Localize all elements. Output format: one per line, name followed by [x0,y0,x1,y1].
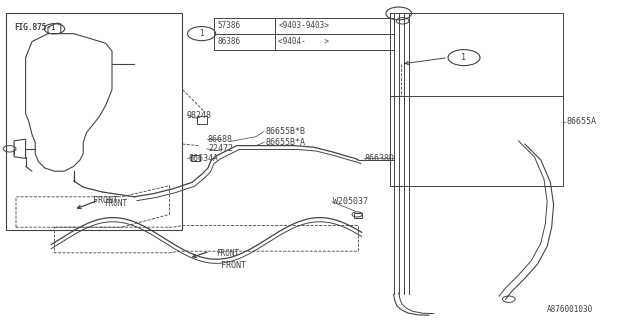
Text: 1: 1 [199,29,204,38]
Bar [197,116,207,124]
Text: 1: 1 [461,53,467,62]
Text: A876001030: A876001030 [547,305,593,314]
Text: W205037: W205037 [333,197,368,206]
Text: <9404-    >: <9404- > [278,37,329,46]
Text: 86655B*A: 86655B*A [266,138,306,147]
Text: 86655A: 86655A [566,117,596,126]
Text: 86688: 86688 [208,135,233,144]
Text: 86638D: 86638D [365,154,395,163]
Text: 86634A: 86634A [189,154,219,163]
Text: 86655B*B: 86655B*B [266,127,306,136]
Text: FIG.875-1: FIG.875-1 [14,23,56,32]
Text: 86386: 86386 [218,37,241,46]
Text: FRONT: FRONT [104,199,127,208]
Text: 57386: 57386 [218,21,241,30]
Text: FIG.875-1: FIG.875-1 [14,23,56,32]
Text: 98248: 98248 [187,111,212,120]
Text: FRONT: FRONT [93,196,118,204]
Text: FRONT: FRONT [216,249,239,258]
Bar [191,155,200,161]
Text: 22472: 22472 [208,144,233,153]
Bar [354,213,362,218]
Text: <9403-9403>: <9403-9403> [278,21,329,30]
Text: FRONT: FRONT [221,261,246,270]
